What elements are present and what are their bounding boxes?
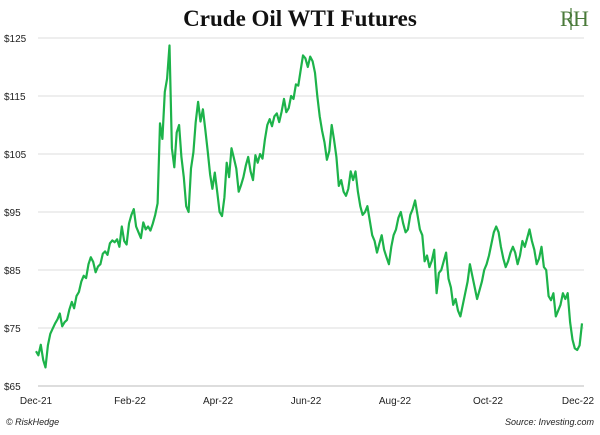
copyright-text: © RiskHedge bbox=[6, 417, 60, 427]
x-tick-label: Dec-22 bbox=[562, 396, 595, 407]
y-tick-label: $105 bbox=[4, 150, 27, 161]
x-axis-ticks: Dec-21 Feb-22 Apr-22 Jun-22 Aug-22 Oct-22 Dec-… bbox=[20, 396, 595, 407]
source-text: Source: Investing.com bbox=[504, 417, 594, 427]
y-tick-label: $65 bbox=[4, 382, 21, 393]
y-tick-label: $75 bbox=[4, 324, 21, 335]
y-axis-ticks: $65 $75 $85 $95 $105 $115 $125 bbox=[4, 34, 27, 393]
series-line bbox=[35, 44, 584, 369]
x-tick-label: Jun-22 bbox=[291, 396, 322, 407]
grid-lines bbox=[38, 37, 584, 329]
chart-title: Crude Oil WTI Futures bbox=[183, 6, 417, 31]
x-tick-label: Aug-22 bbox=[379, 396, 412, 407]
x-tick-label: Dec-21 bbox=[20, 396, 53, 407]
y-tick-label: $95 bbox=[4, 208, 21, 219]
y-tick-label: $125 bbox=[4, 34, 27, 45]
riskhedge-logo: R H bbox=[560, 6, 589, 31]
x-tick-label: Apr-22 bbox=[203, 396, 233, 407]
x-tick-label: Feb-22 bbox=[114, 396, 146, 407]
svg-text:H: H bbox=[573, 6, 589, 31]
y-tick-label: $115 bbox=[4, 92, 26, 103]
y-tick-label: $85 bbox=[4, 266, 21, 277]
x-tick-label: Oct-22 bbox=[473, 396, 503, 407]
